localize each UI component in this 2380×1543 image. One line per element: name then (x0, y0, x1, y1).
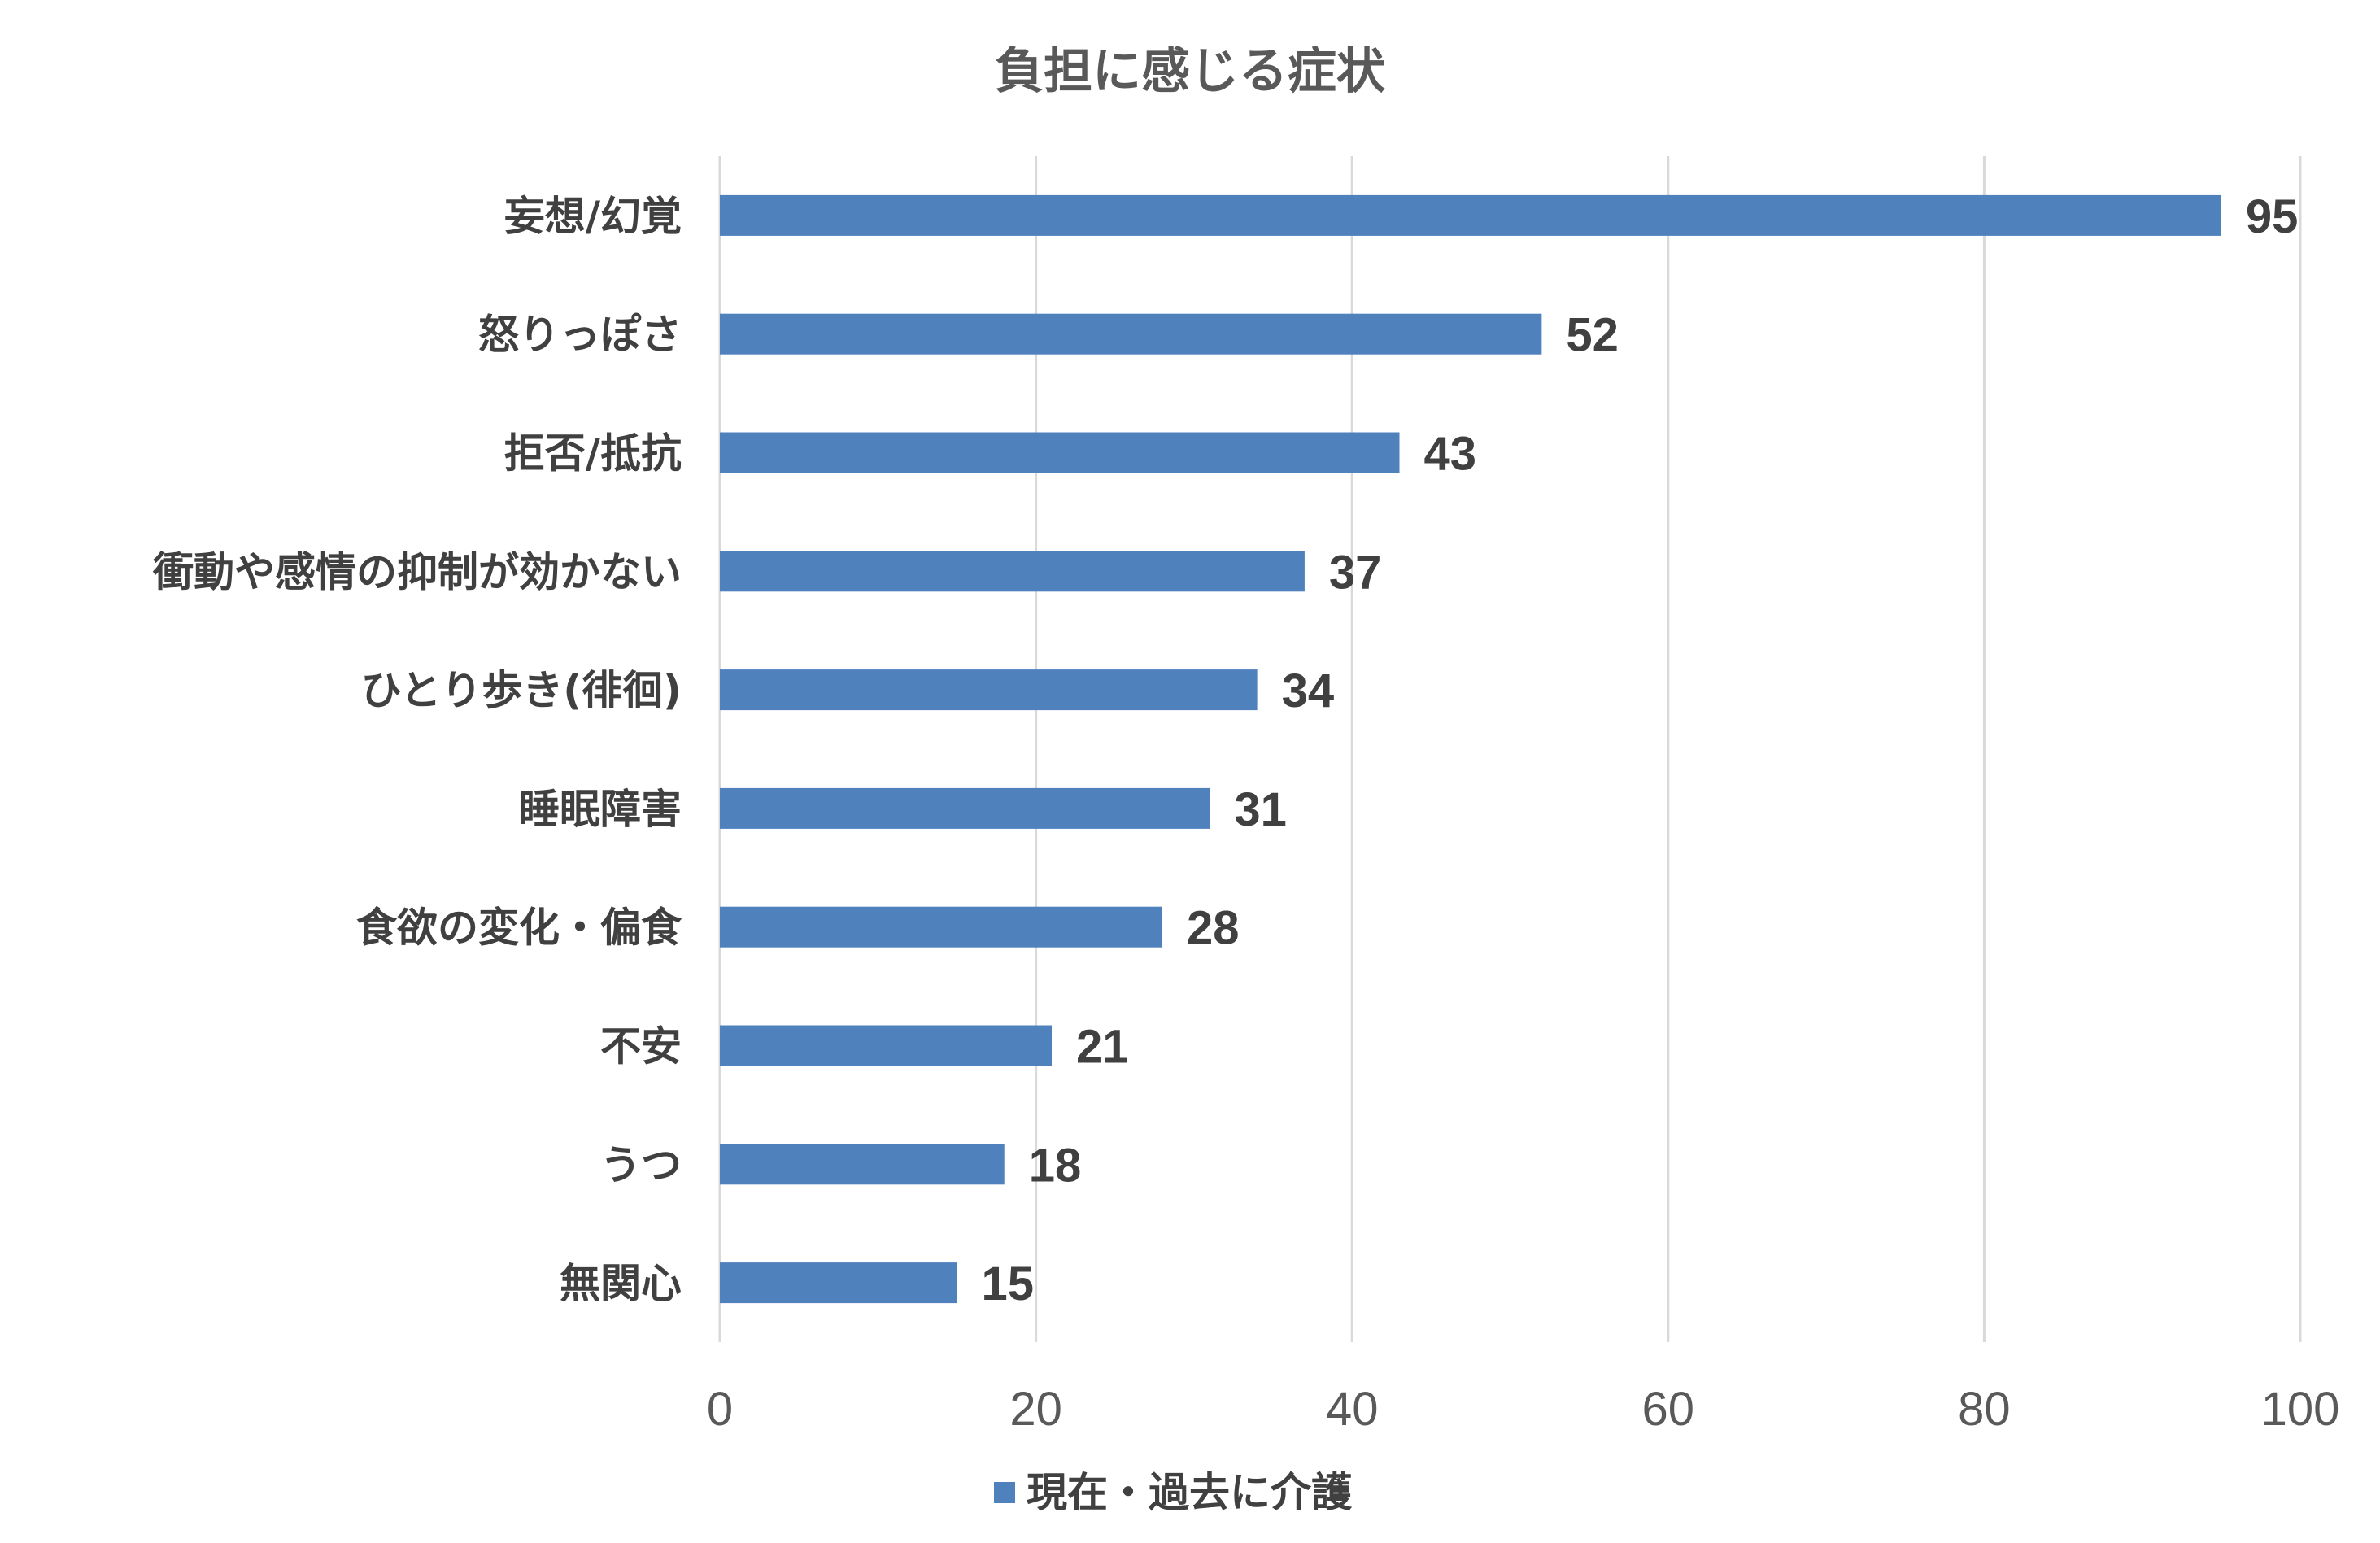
x-tick-label: 60 (1642, 1383, 1695, 1436)
category-label: 不安 (600, 1023, 682, 1070)
data-label: 18 (1029, 1139, 1082, 1192)
bar (720, 1262, 957, 1304)
category-label: 衝動や感情の抑制が効かない (152, 548, 682, 595)
x-tick-label: 40 (1326, 1383, 1379, 1436)
legend-label: 現在・過去に介護 (1027, 1469, 1353, 1516)
category-label: 無関心 (560, 1260, 682, 1307)
category-label: 睡眠障害 (519, 786, 682, 833)
data-label: 28 (1187, 902, 1240, 955)
category-label: 食欲の変化・偏食 (356, 904, 682, 952)
bars (720, 194, 2221, 1304)
data-label: 95 (2246, 190, 2299, 243)
data-label: 31 (1234, 783, 1287, 836)
x-axis-ticks: 0 20 40 60 80 100 (707, 1383, 2340, 1436)
bar (720, 787, 1210, 829)
data-label: 37 (1329, 546, 1382, 599)
bar (720, 432, 1400, 473)
data-label: 34 (1282, 665, 1335, 717)
x-tick-label: 80 (1958, 1383, 2011, 1436)
category-label: 拒否/抵抗 (504, 430, 682, 477)
value-labels: 95 52 43 37 34 31 28 21 18 15 (981, 190, 2298, 1310)
bar (720, 1144, 1005, 1185)
x-tick-label: 0 (707, 1383, 733, 1436)
bar (720, 1025, 1053, 1066)
chart-title: 負担に感じる症状 (995, 43, 1386, 100)
legend: 現在・過去に介護 (994, 1469, 1353, 1516)
x-tick-label: 20 (1009, 1383, 1062, 1436)
bar (720, 669, 1258, 711)
bar (720, 906, 1163, 948)
category-label: 怒りっぽさ (478, 312, 682, 359)
bar (720, 194, 2221, 236)
bar (720, 313, 1542, 355)
category-label: うつ (600, 1141, 682, 1188)
data-label: 15 (981, 1258, 1034, 1310)
data-label: 43 (1423, 428, 1476, 481)
data-label: 21 (1076, 1021, 1129, 1074)
data-label: 52 (1566, 309, 1619, 362)
legend-swatch (994, 1482, 1015, 1503)
category-label: 妄想/幻覚 (504, 193, 682, 240)
category-label: ひとり歩き(徘徊) (361, 667, 682, 714)
x-tick-label: 100 (2261, 1383, 2340, 1436)
bar (720, 551, 1305, 592)
